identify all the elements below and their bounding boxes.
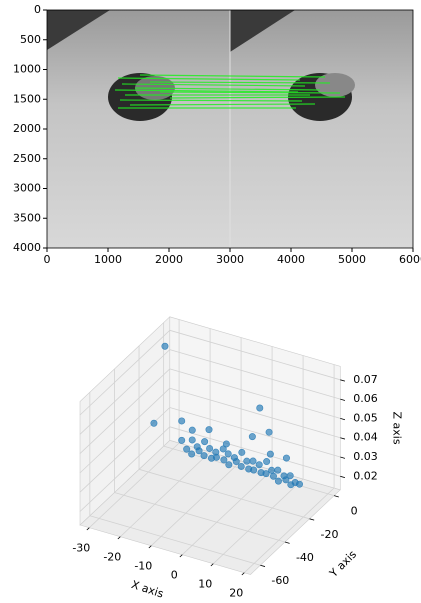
point xyxy=(151,420,157,426)
z-tick-label: 0.05 xyxy=(353,411,378,424)
point xyxy=(250,458,256,464)
x-tick-label: -20 xyxy=(103,551,121,564)
y-tick-label: -20 xyxy=(321,528,339,541)
z-tick xyxy=(340,476,345,477)
point xyxy=(256,462,262,468)
point xyxy=(275,467,281,473)
point xyxy=(183,446,189,452)
point xyxy=(266,429,272,435)
y-tick-label: 2000 xyxy=(13,122,41,135)
y-tick-label: 2500 xyxy=(13,152,41,165)
x-tick xyxy=(180,555,182,557)
y-tick-label: 4000 xyxy=(13,241,41,254)
x-tick xyxy=(118,537,120,539)
x-tick-label: 1000 xyxy=(94,253,122,266)
z-tick-label: 0.07 xyxy=(353,373,378,386)
y-tick-label: 500 xyxy=(20,33,41,46)
y-tick-label: 0 xyxy=(34,3,41,16)
x-axis-label: X axis xyxy=(130,578,166,601)
x-tick-label: 2000 xyxy=(155,253,183,266)
point xyxy=(257,405,263,411)
point xyxy=(244,458,250,464)
z-tick-label: 0.06 xyxy=(353,392,378,405)
point xyxy=(263,458,269,464)
point xyxy=(239,449,245,455)
point xyxy=(225,451,231,457)
x-tick-label: 4000 xyxy=(277,253,305,266)
x-tick-label: 3000 xyxy=(216,253,244,266)
point xyxy=(249,433,255,439)
z-tick xyxy=(340,380,345,381)
y-tick xyxy=(334,496,339,497)
y-tick-label: -60 xyxy=(271,574,289,587)
z-axis-label: Z axis xyxy=(390,412,403,445)
point xyxy=(201,438,207,444)
x-tick-label: -10 xyxy=(134,560,152,573)
z-tick-label: 0.04 xyxy=(353,431,378,444)
point xyxy=(188,451,194,457)
figure: -30 -20 -10 0 10 20 -60 -40 -20 0 0.02 0.03 0.04 0.05… xyxy=(0,0,421,603)
z-tick xyxy=(340,418,345,419)
point xyxy=(275,478,281,484)
y-tick-label: 0 xyxy=(351,505,358,518)
point xyxy=(268,467,274,473)
x-tick-label: 0 xyxy=(44,253,51,266)
y-tick xyxy=(285,542,290,543)
point xyxy=(250,467,256,473)
z-tick-label: 0.03 xyxy=(353,450,378,463)
point xyxy=(221,457,227,463)
y-tick-label: 3000 xyxy=(13,182,41,195)
z-tick xyxy=(340,457,345,458)
photo xyxy=(47,10,413,248)
point xyxy=(179,418,185,424)
y-tick xyxy=(260,565,265,566)
point xyxy=(189,437,195,443)
y-axis-label: Y axis xyxy=(326,548,359,581)
point xyxy=(179,437,185,443)
x-tick xyxy=(242,573,244,575)
point xyxy=(196,448,202,454)
x-tick-label: 0 xyxy=(171,569,178,582)
y-tick-label: 3500 xyxy=(13,211,41,224)
point xyxy=(201,452,207,458)
point xyxy=(223,441,229,447)
z-tick xyxy=(340,399,345,400)
y-tick-label: 1500 xyxy=(13,92,41,105)
point xyxy=(263,470,269,476)
point xyxy=(267,451,273,457)
x-tick-label: 5000 xyxy=(338,253,366,266)
point xyxy=(189,427,195,433)
point xyxy=(226,462,232,468)
z-tick-label: 0.02 xyxy=(353,469,378,482)
point xyxy=(213,454,219,460)
x-tick xyxy=(211,564,213,566)
point xyxy=(296,481,302,487)
x-tick xyxy=(149,546,151,548)
x-tick-label: 20 xyxy=(229,587,243,600)
point xyxy=(238,463,244,469)
z-tick xyxy=(340,438,345,439)
point xyxy=(287,473,293,479)
point xyxy=(233,458,239,464)
x-tick-label: 10 xyxy=(198,578,212,591)
point xyxy=(206,426,212,432)
point xyxy=(206,445,212,451)
point xyxy=(162,343,168,349)
y-tick-label: 1000 xyxy=(13,63,41,76)
point xyxy=(283,455,289,461)
point xyxy=(270,473,276,479)
y-tick xyxy=(310,519,315,520)
y-tick-label: -40 xyxy=(296,551,314,564)
axes-3d: -30 -20 -10 0 10 20 -60 -40 -20 0 0.02 0.03 0.04 0.05… xyxy=(72,317,403,601)
x-tick-label: -30 xyxy=(72,542,90,555)
x-tick xyxy=(87,528,89,530)
